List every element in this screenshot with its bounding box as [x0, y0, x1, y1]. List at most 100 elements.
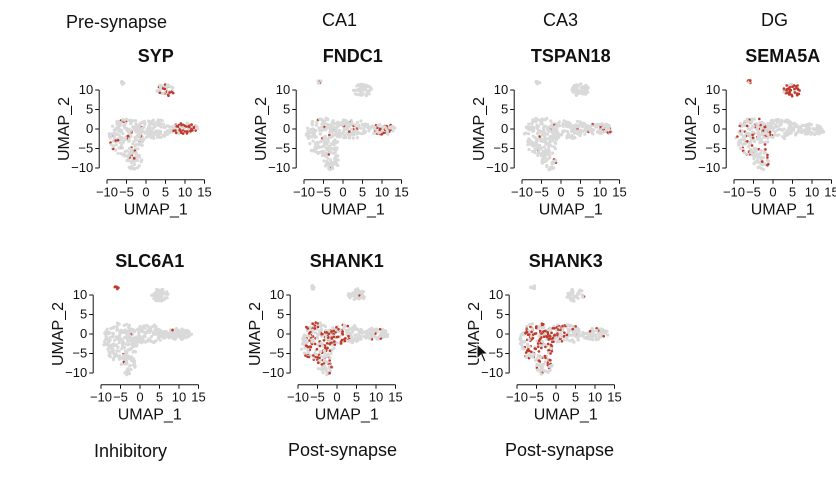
- cell-point: [131, 344, 135, 348]
- cell-point: [764, 129, 768, 133]
- y-tick-label: 5: [496, 307, 503, 322]
- expressing-cell-point: [788, 86, 791, 89]
- cell-point: [124, 331, 128, 335]
- cell-point: [575, 91, 579, 95]
- cell-point: [576, 338, 580, 342]
- x-tick-label: 0: [552, 390, 559, 405]
- cell-point: [121, 146, 125, 150]
- cell-point: [538, 129, 542, 133]
- cell-point: [317, 332, 321, 336]
- cell-point: [108, 331, 112, 335]
- cell-point: [331, 163, 335, 167]
- cell-point: [126, 343, 130, 347]
- cell-point: [335, 341, 339, 345]
- cell-point: [111, 342, 116, 346]
- cell-point: [157, 294, 161, 298]
- expressing-cell-point: [170, 90, 173, 94]
- cell-point: [537, 334, 541, 338]
- cell-point: [375, 337, 379, 341]
- cell-point: [752, 117, 756, 121]
- cell-point: [549, 119, 553, 123]
- cell-point: [360, 292, 364, 296]
- expressing-cell-point: [307, 355, 311, 359]
- expressing-cell-point: [606, 131, 610, 134]
- cell-point: [568, 296, 572, 300]
- cell-point: [327, 166, 331, 170]
- expressing-cell-point: [751, 133, 754, 137]
- cell-point: [315, 353, 319, 357]
- expressing-cell-point: [540, 332, 543, 335]
- cell-point: [133, 143, 137, 147]
- cell-point: [317, 81, 321, 85]
- expressing-cell-point: [561, 324, 564, 328]
- cell-point: [333, 126, 337, 130]
- cell-point: [759, 155, 763, 159]
- cell-point: [138, 324, 142, 329]
- cell-point: [774, 123, 778, 127]
- expressing-cell-point: [534, 326, 538, 330]
- cell-point: [568, 339, 572, 343]
- cell-point: [141, 326, 145, 330]
- cell-point: [601, 126, 605, 130]
- cell-point: [313, 135, 317, 139]
- cell-point: [119, 362, 123, 366]
- plot-title: SEMA5A: [745, 46, 820, 66]
- expressing-cell-point: [333, 343, 337, 346]
- cell-point: [323, 324, 327, 329]
- cell-point: [329, 123, 333, 127]
- cell-point: [148, 128, 152, 132]
- cell-point: [301, 339, 305, 343]
- cell-point: [115, 120, 119, 124]
- cell-point: [783, 120, 788, 124]
- cell-point: [154, 325, 158, 329]
- cell-point: [759, 151, 763, 155]
- x-tick-label: 10: [588, 390, 602, 405]
- x-tick-label: −5: [310, 390, 325, 405]
- expressing-cell-point: [797, 92, 801, 96]
- cell-point: [177, 131, 181, 135]
- x-tick-label: −5: [534, 185, 549, 200]
- cell-point: [166, 292, 170, 296]
- cell-point: [345, 126, 349, 130]
- cell-point: [544, 369, 548, 373]
- cell-point: [146, 132, 150, 136]
- cell-point: [127, 369, 131, 373]
- group-label-pre-synapse: Pre-synapse: [66, 12, 168, 32]
- cell-point: [545, 164, 549, 168]
- expressing-cell-point: [318, 344, 322, 348]
- cell-point: [132, 140, 136, 144]
- cell-point: [124, 335, 128, 339]
- cell-point: [151, 340, 155, 344]
- cell-point: [328, 158, 333, 162]
- cell-point: [533, 119, 537, 123]
- expressing-cell-point: [316, 356, 320, 359]
- expressing-cell-point: [312, 354, 315, 357]
- cell-point: [742, 151, 747, 155]
- cell-point: [809, 132, 813, 136]
- cell-point: [536, 354, 540, 358]
- cell-point: [350, 341, 354, 345]
- cell-point: [749, 120, 753, 124]
- cell-point: [355, 327, 359, 331]
- x-tick-label: −10: [511, 185, 533, 200]
- cell-point: [139, 160, 143, 164]
- x-tick-label: −10: [287, 390, 309, 405]
- cell-point: [770, 126, 774, 130]
- expressing-cell-point: [785, 89, 788, 92]
- expressing-cell-point: [762, 129, 765, 132]
- x-tick-label: 5: [353, 390, 360, 405]
- expressing-cell-point: [766, 163, 769, 167]
- expressing-cell-point: [562, 334, 566, 338]
- cell-point: [167, 131, 171, 135]
- cell-point: [522, 347, 526, 351]
- cell-point: [741, 138, 745, 142]
- y-tick-label: −10: [262, 365, 284, 380]
- cell-point: [328, 126, 332, 130]
- cell-point: [577, 125, 581, 129]
- expressing-cell-point: [378, 128, 382, 131]
- cell-point: [109, 327, 113, 331]
- cell-point: [324, 369, 328, 373]
- expressing-cell-point: [544, 356, 547, 360]
- expressing-cell-point: [326, 346, 329, 350]
